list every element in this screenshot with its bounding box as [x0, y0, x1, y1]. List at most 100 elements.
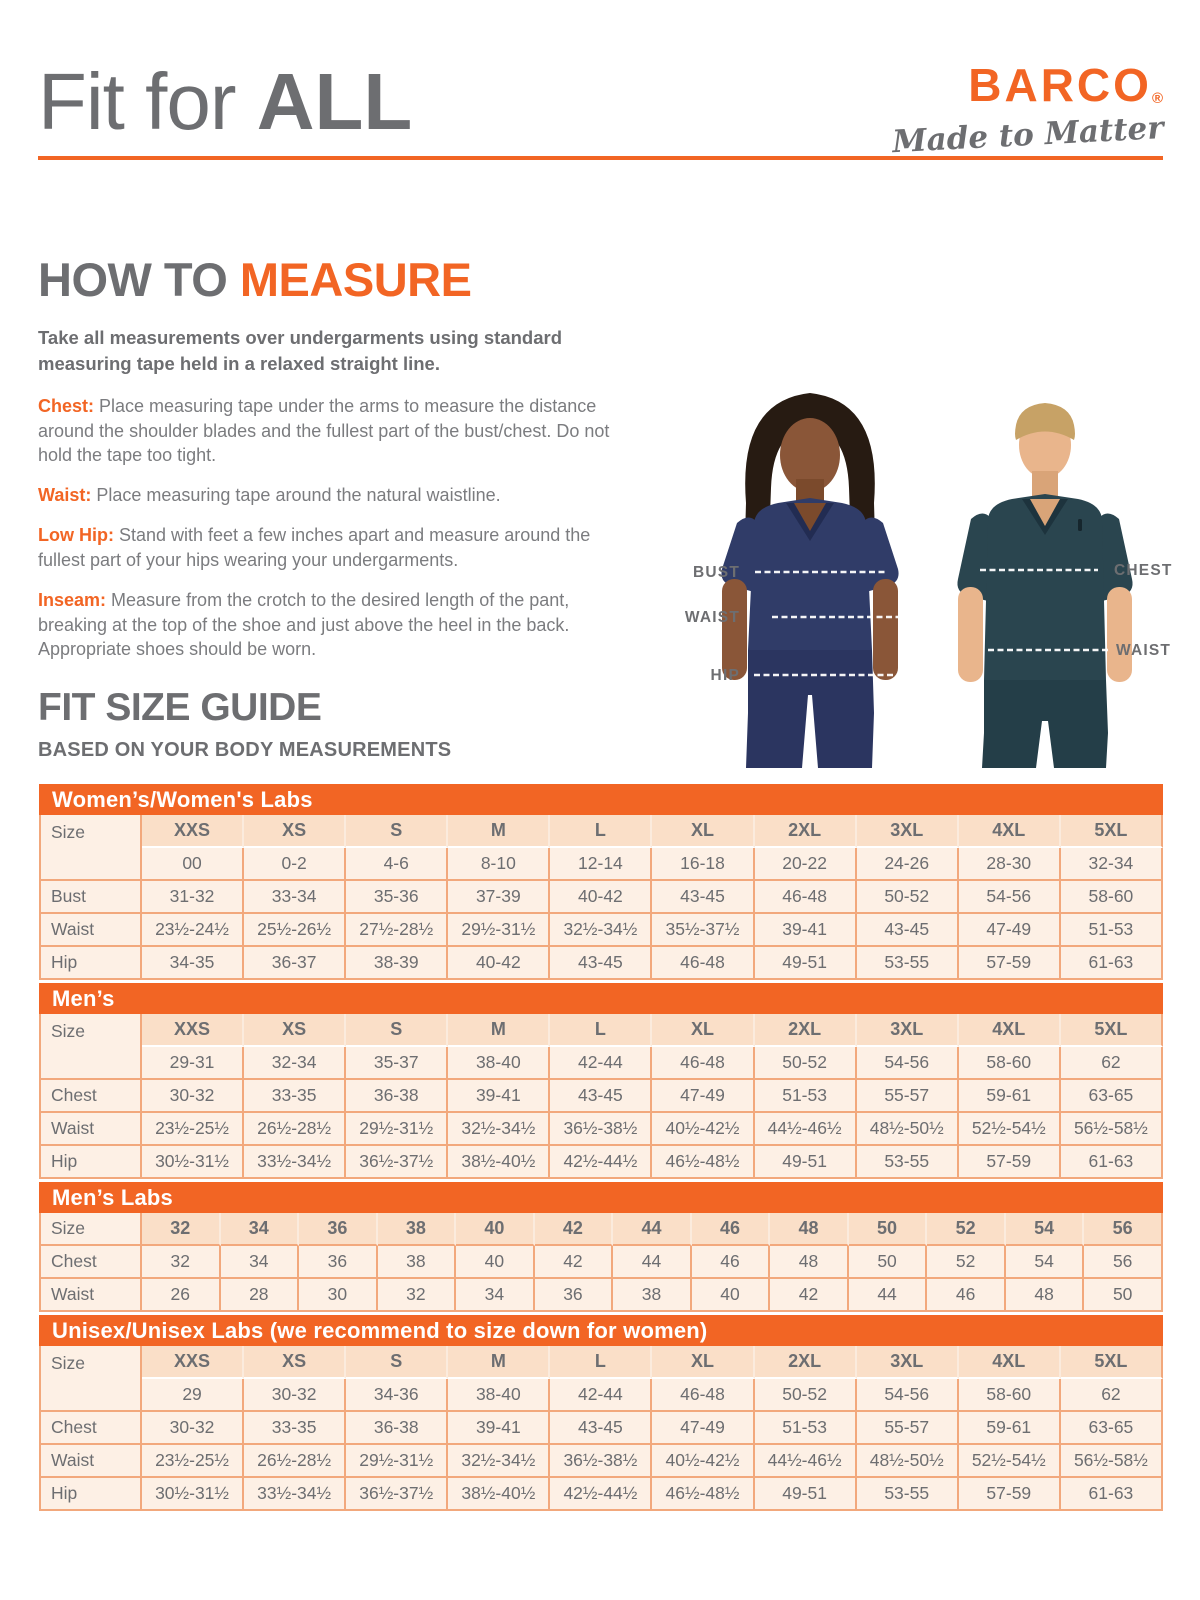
measurement-cell: 46½-48½	[652, 1478, 755, 1511]
measure-item-low-hip: Low Hip: Stand with feet a few inches ap…	[38, 523, 633, 573]
measurement-cell: 26½-28½	[244, 1445, 347, 1478]
size-header-row: Size XXS XS S M L XL 2XL 3XL 4XL 5XL	[41, 1014, 1163, 1080]
measurement-cell: 23½-25½	[142, 1445, 245, 1478]
measurement-cell: 36-37	[244, 947, 347, 980]
size-col-header: L	[550, 1346, 653, 1379]
size-col-header: 52	[927, 1213, 1006, 1246]
how-to-measure-section: HOW TO MEASURE Take all measurements ove…	[38, 252, 638, 677]
measurement-cell: 42	[534, 1246, 614, 1279]
measurement-cell: 38-39	[346, 947, 449, 980]
numeric-size-cell: 20-22	[754, 848, 857, 881]
size-col-header: 48	[770, 1213, 849, 1246]
measurement-cell: 40	[691, 1279, 771, 1312]
models-illustration: BUST WAIST HIP CHEST WAIST	[685, 393, 1171, 768]
row-label-cell: Bust	[41, 881, 142, 914]
measurement-cell: 54	[1005, 1246, 1085, 1279]
size-col-header: 36	[299, 1213, 378, 1246]
numeric-size-cell: 50-52	[754, 1379, 857, 1412]
measure-item-label: Low Hip:	[38, 525, 114, 546]
measurement-cell: 58-60	[1060, 881, 1163, 914]
size-col-header: 3XL	[856, 1346, 959, 1379]
bust-label: BUST	[693, 564, 740, 581]
measurement-cell: 31-32	[142, 881, 245, 914]
size-col-header: XL	[652, 1346, 755, 1379]
measurement-cell: 54-56	[958, 881, 1061, 914]
measurement-row-chest: Chest 30-32 33-35 36-38 39-41 43-45 47-49 51-53…	[41, 1412, 1163, 1445]
size-tables: Women’s/Women's Labs Size XXS XS S M L XL 2XL 3XL…	[39, 784, 1163, 1514]
measurement-cell: 47-49	[652, 1080, 755, 1113]
brand-name-text: BARCO	[968, 59, 1152, 111]
measurement-cell: 34	[220, 1246, 300, 1279]
row-label-cell: Waist	[41, 1445, 142, 1478]
pocket-pen-detail	[1078, 519, 1082, 531]
measurement-cell: 46	[691, 1246, 771, 1279]
measurement-cell: 50-52	[856, 881, 959, 914]
row-label-cell: Chest	[41, 1246, 142, 1279]
fit-size-guide-header: FIT SIZE GUIDE BASED ON YOUR BODY MEASUR…	[38, 686, 451, 762]
numeric-size-cell: 12-14	[550, 848, 653, 881]
size-col-header: 34	[220, 1213, 300, 1246]
table-section-title: Men’s	[39, 983, 1163, 1014]
measurement-cell: 61-63	[1060, 1478, 1163, 1511]
measurement-cell: 36½-37½	[346, 1146, 449, 1179]
measurement-cell: 42½-44½	[550, 1478, 653, 1511]
measure-item-text: Place measuring tape under the arms to m…	[38, 395, 610, 466]
table-section-title: Unisex/Unisex Labs (we recommend to size…	[39, 1315, 1163, 1346]
measurement-cell: 56	[1084, 1246, 1163, 1279]
measurement-row-waist: Waist 23½-25½ 26½-28½ 29½-31½ 32½-34½ 36½-38½…	[41, 1445, 1163, 1478]
numeric-size-cell: 58-60	[958, 1379, 1061, 1412]
numeric-size-cell: 58-60	[958, 1047, 1061, 1080]
measurement-cell: 36½-38½	[550, 1445, 653, 1478]
measurement-cell: 36	[299, 1246, 378, 1279]
measure-item-chest: Chest: Place measuring tape under the ar…	[38, 394, 633, 468]
measurement-cell: 33½-34½	[244, 1146, 347, 1179]
measurement-cell: 56½-58½	[1060, 1113, 1163, 1146]
measurement-cell: 34-35	[142, 947, 245, 980]
registered-mark: ®	[1151, 90, 1163, 107]
measurement-row-chest: Chest 32 34 36 38 40 42 44 46 48 50 52 54 56	[41, 1246, 1163, 1279]
size-col-header: XL	[652, 815, 755, 848]
table-section-title: Men’s Labs	[39, 1182, 1163, 1213]
measurement-cell: 57-59	[958, 1478, 1061, 1511]
measurement-row-hip: Hip 30½-31½ 33½-34½ 36½-37½ 38½-40½ 42½-44½ 46…	[41, 1478, 1163, 1511]
size-col-header: 2XL	[754, 1346, 857, 1379]
size-col-header: S	[346, 1014, 449, 1047]
size-col-header: L	[550, 1014, 653, 1047]
measurement-cell: 30½-31½	[142, 1478, 245, 1511]
size-col-header: 3XL	[856, 1014, 959, 1047]
size-col-header: M	[448, 1346, 551, 1379]
measurement-cell: 30½-31½	[142, 1146, 245, 1179]
measurement-cell: 52	[927, 1246, 1006, 1279]
size-col-header: M	[448, 815, 551, 848]
how-to-measure-heading: HOW TO MEASURE	[38, 252, 638, 307]
size-table-section-mens-labs: Men’s Labs Size 32 34 36 38 40 42 44 46 48 50 52 54 56…	[39, 1182, 1163, 1312]
size-col-header: XS	[244, 1346, 347, 1379]
measurement-cell: 30-32	[142, 1080, 245, 1113]
size-col-header: 46	[691, 1213, 771, 1246]
measurement-cell: 40½-42½	[652, 1113, 755, 1146]
numeric-size-cell: 62	[1060, 1379, 1163, 1412]
measurement-cell: 30-32	[142, 1412, 245, 1445]
measurement-cell: 44	[613, 1246, 692, 1279]
size-label-cell: Size	[41, 815, 142, 881]
measurement-cell: 61-63	[1060, 947, 1163, 980]
measurement-cell: 26½-28½	[244, 1113, 347, 1146]
measurement-cell: 46-48	[652, 947, 755, 980]
measure-item-waist: Waist: Place measuring tape around the n…	[38, 483, 633, 508]
numeric-size-cell: 8-10	[448, 848, 551, 881]
measurement-cell: 36-38	[346, 1412, 449, 1445]
size-col-header: 5XL	[1060, 1014, 1163, 1047]
numeric-size-cell: 50-52	[754, 1047, 857, 1080]
heading-accent-part: MEASURE	[239, 253, 472, 306]
measurement-cell: 49-51	[754, 1478, 857, 1511]
measurement-cell: 34	[456, 1279, 535, 1312]
measurement-cell: 49-51	[754, 947, 857, 980]
size-col-header: 38	[377, 1213, 457, 1246]
measurement-cell: 27½-28½	[346, 914, 449, 947]
measurement-cell: 36½-38½	[550, 1113, 653, 1146]
row-label-cell: Hip	[41, 947, 142, 980]
measurement-cell: 32½-34½	[550, 914, 653, 947]
size-col-header: XS	[244, 1014, 347, 1047]
measure-item-label: Inseam:	[38, 589, 107, 610]
